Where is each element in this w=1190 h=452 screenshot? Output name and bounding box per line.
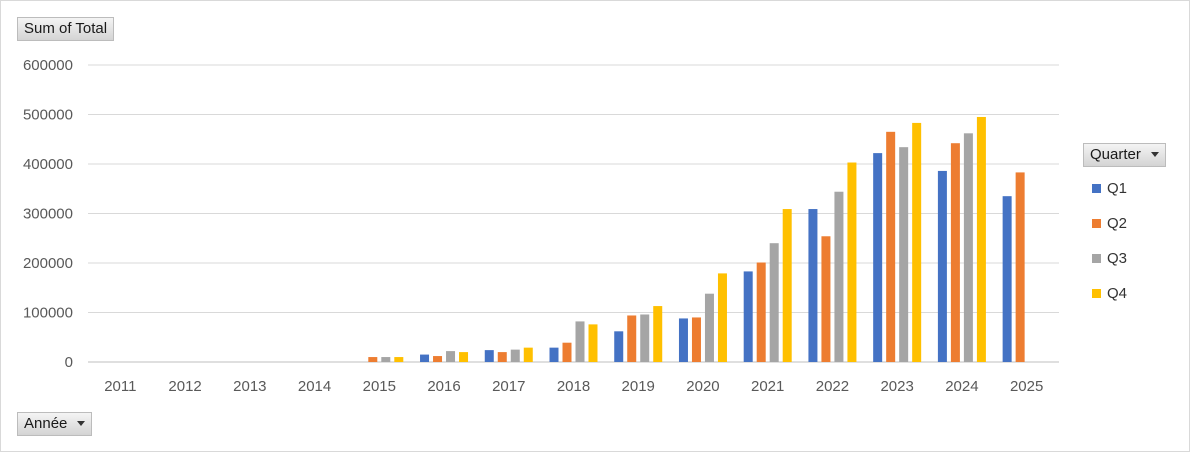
legend-swatch (1092, 218, 1101, 228)
bar-q2-2015[interactable] (368, 357, 378, 362)
row-field-button[interactable]: Année (17, 412, 93, 436)
bar-q1-2024[interactable] (937, 170, 947, 362)
bar-q3-2020[interactable] (704, 293, 714, 362)
y-tick-label: 600000 (23, 57, 73, 74)
legend-item-q3[interactable]: Q3 (1092, 250, 1127, 268)
legend-label: Q2 (1107, 215, 1128, 232)
legend-label: Q3 (1107, 250, 1128, 267)
bar-q3-2022[interactable] (834, 191, 844, 362)
y-tick-label: 0 (65, 354, 73, 371)
bar-q4-2016[interactable] (459, 352, 469, 362)
y-tick-label: 100000 (23, 305, 73, 322)
x-tick-label: 2016 (427, 378, 460, 395)
bar-q3-2024[interactable] (963, 133, 973, 362)
bar-q1-2016[interactable] (420, 354, 430, 362)
bar-q4-2015[interactable] (394, 357, 404, 362)
bar-q2-2024[interactable] (950, 143, 960, 362)
bar-q4-2020[interactable] (717, 273, 727, 362)
x-tick-label: 2013 (233, 378, 266, 395)
legend-item-q4[interactable]: Q4 (1092, 285, 1127, 303)
x-tick-label: 2020 (686, 378, 719, 395)
bar-q2-2025[interactable] (1015, 172, 1025, 362)
legend-label: Q4 (1107, 285, 1128, 302)
x-tick-label: 2025 (1010, 378, 1043, 395)
values-field-label: Sum of Total (24, 20, 108, 37)
bar-q2-2021[interactable] (756, 262, 766, 362)
x-tick-label: 2011 (104, 378, 136, 395)
legend-label: Q1 (1107, 180, 1128, 197)
bar-q4-2017[interactable] (523, 347, 533, 362)
bar-q4-2018[interactable] (588, 324, 598, 362)
x-tick-label: 2017 (492, 378, 525, 395)
bar-q1-2022[interactable] (808, 209, 818, 362)
bar-q3-2021[interactable] (769, 243, 779, 362)
bar-q4-2021[interactable] (782, 209, 792, 362)
bar-q2-2016[interactable] (433, 356, 443, 362)
x-tick-label: 2021 (751, 378, 784, 395)
row-field-label: Année (24, 415, 68, 432)
bar-q4-2023[interactable] (912, 122, 922, 362)
bar-q2-2022[interactable] (821, 236, 831, 362)
y-tick-label: 400000 (23, 156, 73, 173)
column-field-label: Quarter (1090, 146, 1141, 163)
bar-q3-2017[interactable] (510, 349, 520, 362)
legend-swatch (1092, 288, 1101, 298)
bar-q3-2016[interactable] (446, 351, 456, 362)
column-field-button[interactable]: Quarter (1083, 143, 1166, 167)
x-tick-label: 2024 (945, 378, 978, 395)
bar-q4-2024[interactable] (976, 116, 986, 362)
y-tick-label: 200000 (23, 255, 73, 272)
bar-q3-2019[interactable] (640, 314, 650, 362)
bar-q1-2018[interactable] (549, 347, 559, 362)
legend-swatch (1092, 183, 1101, 193)
bar-q1-2017[interactable] (484, 350, 494, 362)
bar-q1-2019[interactable] (614, 331, 624, 362)
bar-q3-2015[interactable] (381, 357, 391, 362)
x-tick-label: 2014 (298, 378, 331, 395)
y-tick-label: 500000 (23, 107, 73, 124)
chevron-down-icon[interactable] (77, 420, 86, 426)
bar-q2-2023[interactable] (886, 131, 896, 362)
y-tick-label: 300000 (23, 206, 73, 223)
x-tick-label: 2022 (816, 378, 849, 395)
bar-q1-2025[interactable] (1002, 196, 1012, 362)
bar-q2-2017[interactable] (497, 352, 507, 362)
bar-q2-2018[interactable] (562, 342, 572, 362)
bar-q4-2022[interactable] (847, 162, 857, 362)
x-tick-label: 2012 (168, 378, 201, 395)
bar-q2-2020[interactable] (691, 317, 701, 362)
values-field-button[interactable]: Sum of Total (17, 17, 115, 41)
x-tick-label: 2015 (363, 378, 396, 395)
x-tick-label: 2023 (880, 378, 913, 395)
bar-q2-2019[interactable] (627, 315, 637, 362)
x-tick-label: 2019 (622, 378, 655, 395)
bar-q3-2023[interactable] (899, 147, 909, 362)
bar-q1-2020[interactable] (678, 318, 688, 362)
legend-item-q2[interactable]: Q2 (1092, 215, 1127, 233)
chevron-down-icon[interactable] (1150, 151, 1159, 157)
bar-q1-2023[interactable] (873, 153, 883, 362)
bar-q1-2021[interactable] (743, 271, 753, 362)
bar-q3-2018[interactable] (575, 321, 585, 362)
bar-q4-2019[interactable] (653, 306, 663, 362)
legend-item-q1[interactable]: Q1 (1092, 180, 1127, 198)
x-tick-label: 2018 (557, 378, 590, 395)
legend-swatch (1092, 253, 1101, 263)
